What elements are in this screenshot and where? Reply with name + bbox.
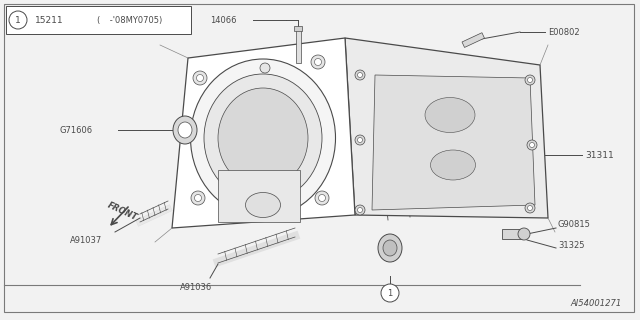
Text: FRONT: FRONT	[106, 201, 138, 223]
Text: 15211: 15211	[35, 15, 63, 25]
Text: AI54001271: AI54001271	[571, 299, 622, 308]
Circle shape	[527, 140, 537, 150]
Text: A91037: A91037	[70, 236, 102, 244]
Circle shape	[195, 195, 202, 202]
Circle shape	[319, 195, 326, 202]
Ellipse shape	[378, 234, 402, 262]
Bar	[462, 33, 484, 47]
Text: 1: 1	[15, 15, 21, 25]
Circle shape	[355, 70, 365, 80]
Circle shape	[355, 135, 365, 145]
Circle shape	[525, 75, 535, 85]
Ellipse shape	[431, 150, 476, 180]
Text: 14066: 14066	[210, 15, 237, 25]
Text: 31325: 31325	[558, 241, 584, 250]
Circle shape	[9, 11, 27, 29]
Circle shape	[518, 228, 530, 240]
Circle shape	[196, 75, 204, 82]
Circle shape	[527, 205, 532, 211]
Circle shape	[260, 63, 270, 73]
Circle shape	[527, 77, 532, 83]
Text: E00802: E00802	[548, 28, 580, 36]
Text: 31311: 31311	[585, 150, 614, 159]
Polygon shape	[345, 38, 548, 218]
Text: 1: 1	[387, 289, 392, 298]
Bar	[294, 26, 302, 31]
Ellipse shape	[218, 88, 308, 188]
Circle shape	[529, 142, 534, 148]
Ellipse shape	[425, 98, 475, 132]
Circle shape	[315, 191, 329, 205]
Bar	[296, 28, 301, 63]
Bar	[6, 6, 191, 34]
Circle shape	[381, 284, 399, 302]
Bar	[502, 229, 522, 239]
Circle shape	[311, 55, 325, 69]
Circle shape	[358, 73, 362, 77]
Text: G71606: G71606	[60, 125, 93, 134]
Ellipse shape	[191, 59, 335, 217]
Ellipse shape	[178, 122, 192, 138]
Text: G90815: G90815	[558, 220, 591, 228]
Ellipse shape	[204, 74, 322, 202]
Polygon shape	[372, 75, 535, 210]
Ellipse shape	[173, 116, 197, 144]
Text: (   -'08MY0705): ( -'08MY0705)	[97, 15, 163, 25]
Polygon shape	[172, 38, 355, 228]
Circle shape	[193, 71, 207, 85]
Circle shape	[314, 59, 321, 66]
Circle shape	[358, 138, 362, 142]
Circle shape	[191, 191, 205, 205]
Circle shape	[525, 203, 535, 213]
Circle shape	[355, 205, 365, 215]
Circle shape	[358, 207, 362, 212]
Ellipse shape	[383, 240, 397, 256]
Ellipse shape	[246, 193, 280, 218]
Text: A91036: A91036	[180, 284, 212, 292]
Bar	[218, 170, 300, 222]
